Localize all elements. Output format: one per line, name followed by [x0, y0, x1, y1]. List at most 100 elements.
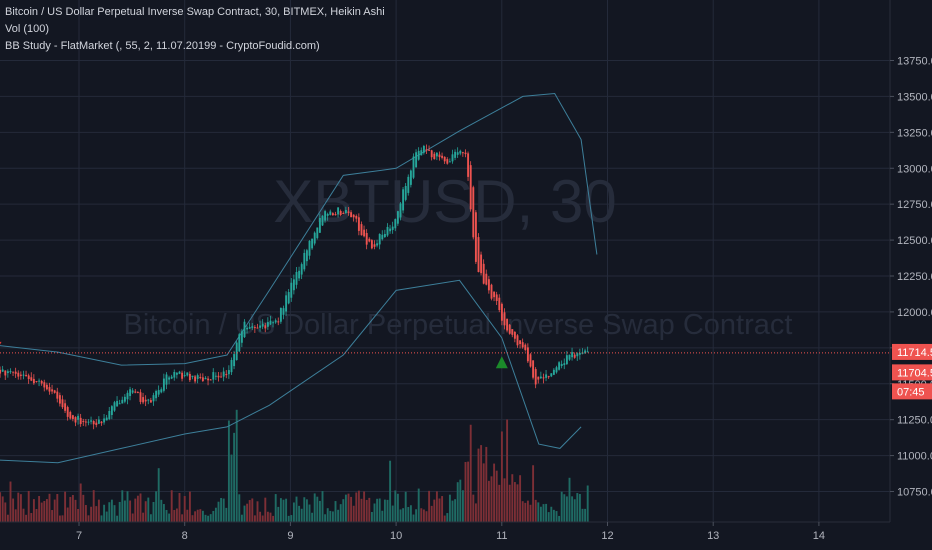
candle-body	[407, 176, 410, 193]
candle-body	[493, 291, 496, 298]
candle	[19, 371, 22, 380]
volume-bar	[547, 512, 550, 522]
candle	[279, 307, 282, 324]
candle-body	[539, 376, 542, 379]
candle-body	[373, 244, 376, 247]
candle	[113, 400, 116, 412]
volume-bar	[456, 482, 459, 522]
candle-body	[347, 211, 350, 213]
candle	[578, 348, 581, 360]
candle-body	[508, 324, 511, 334]
candle-body	[204, 377, 207, 380]
volume-bar	[581, 508, 584, 522]
candle-body	[40, 380, 43, 384]
candle-body	[220, 376, 223, 378]
volume-bar	[558, 515, 561, 522]
candle	[201, 373, 204, 383]
symbol-title[interactable]: Bitcoin / US Dollar Perpetual Inverse Sw…	[5, 6, 385, 18]
candle-body	[334, 214, 337, 216]
candle-body	[368, 238, 371, 242]
candle	[303, 249, 306, 272]
candle-body	[412, 156, 415, 178]
candle	[300, 262, 303, 280]
candle-body	[266, 322, 269, 327]
candle	[409, 169, 412, 188]
candle-body	[152, 395, 155, 402]
candle-body	[165, 374, 168, 385]
candle-body	[188, 373, 191, 381]
candle-body	[222, 371, 225, 377]
candle	[58, 392, 61, 407]
candle-body	[438, 154, 441, 158]
candle	[9, 368, 12, 374]
candle	[433, 151, 436, 160]
candle	[90, 416, 93, 425]
volume-bar	[477, 448, 480, 522]
volume-bar	[77, 508, 80, 522]
candle-body	[35, 381, 38, 383]
candle	[576, 352, 579, 361]
candle	[155, 389, 158, 402]
candle	[173, 369, 176, 381]
volume-bar	[347, 493, 350, 522]
candle	[100, 421, 103, 426]
candle	[381, 230, 384, 241]
candle-body	[298, 270, 301, 279]
candle-body	[168, 377, 171, 380]
volume-bar	[529, 504, 532, 522]
countdown-badge-bg	[892, 383, 932, 400]
candle	[168, 375, 171, 385]
candle	[568, 354, 571, 361]
volume-bar	[178, 492, 181, 522]
candle-body	[77, 415, 80, 420]
volume-indicator-label[interactable]: Vol (100)	[5, 23, 50, 35]
volume-bar	[472, 494, 475, 522]
volume-bar	[526, 500, 529, 522]
candle	[350, 210, 353, 218]
volume-bar	[230, 454, 233, 522]
volume-bar	[298, 505, 301, 522]
volume-bar	[555, 511, 558, 522]
volume-bar	[95, 506, 98, 522]
candle	[537, 376, 540, 384]
volume-bar	[82, 494, 85, 522]
volume-bar	[35, 509, 38, 522]
candle	[103, 414, 106, 425]
candle	[269, 315, 272, 325]
volume-bar	[318, 500, 321, 522]
candle-body	[19, 374, 22, 376]
volume-bar	[370, 511, 373, 522]
candle	[233, 350, 236, 370]
candle	[222, 367, 225, 382]
volume-bar	[378, 498, 381, 522]
candle-body	[71, 415, 74, 419]
bb-study-label[interactable]: BB Study - FlatMarket (, 55, 2, 11.07.20…	[5, 40, 320, 52]
volume-bar	[485, 446, 488, 522]
candle	[4, 370, 7, 381]
volume-bar	[266, 511, 269, 522]
candle-body	[66, 407, 69, 417]
candle	[311, 238, 314, 250]
candle	[259, 320, 262, 332]
candle	[95, 419, 98, 428]
candle	[383, 229, 386, 238]
candle-body	[425, 149, 428, 151]
candle-body	[524, 344, 527, 350]
volume-bar	[407, 507, 410, 522]
price-tick-label: 13750.0	[897, 56, 932, 68]
candle-body	[285, 295, 288, 312]
watermark-description: Bitcoin / US Dollar Perpetual Inverse Sw…	[124, 309, 793, 341]
volume-bar	[532, 465, 535, 522]
candle	[524, 343, 527, 352]
candle-body	[272, 322, 275, 324]
candle-body	[155, 390, 158, 399]
candle	[97, 416, 100, 425]
candle	[162, 373, 165, 393]
candle	[552, 368, 555, 376]
candle-body	[43, 382, 46, 388]
candle	[116, 396, 119, 407]
volume-bar	[422, 509, 425, 522]
candle	[573, 352, 576, 359]
candle-body	[212, 372, 215, 380]
